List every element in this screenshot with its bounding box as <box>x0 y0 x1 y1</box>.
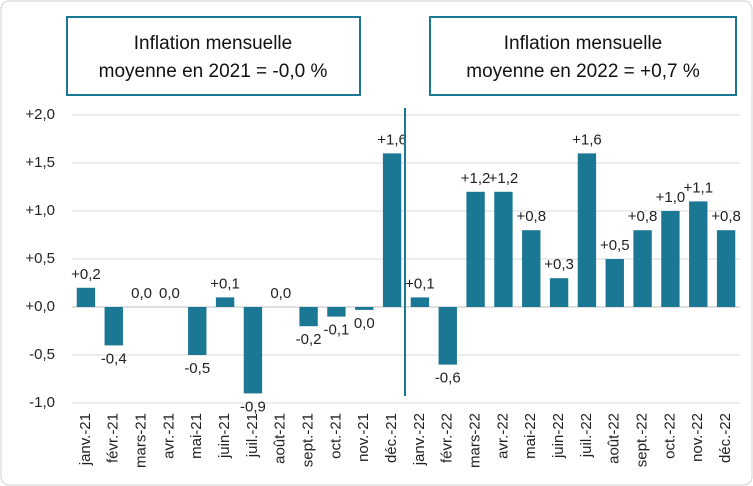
annotation: moyenne en 2022 = +0,7 % <box>466 61 700 82</box>
x-tick-label: févr.-21 <box>105 413 122 463</box>
bar <box>633 230 652 307</box>
x-tick-label: avr.-22 <box>494 413 511 459</box>
bar <box>438 307 457 365</box>
bar <box>243 307 263 394</box>
x-tick-label: juil.-22 <box>578 413 595 458</box>
data-label: 0,0 <box>354 315 375 332</box>
bar <box>466 191 485 307</box>
x-tick-label: sept.-22 <box>634 413 651 467</box>
data-label: +1,6 <box>377 131 407 148</box>
bar <box>410 297 430 307</box>
annotation: Inflation mensuelle <box>134 33 292 54</box>
x-tick-label: sept.-21 <box>300 413 317 467</box>
x-tick-label: mars-22 <box>467 413 484 468</box>
y-tick-label: +1,5 <box>25 154 55 171</box>
data-label: +0,3 <box>544 256 574 273</box>
data-label: 0,0 <box>131 285 152 302</box>
data-label: +1,2 <box>461 170 491 187</box>
bar <box>605 259 624 307</box>
data-label: 0,0 <box>270 285 291 302</box>
x-tick-label: juin-21 <box>216 413 233 459</box>
bar <box>215 297 235 307</box>
data-label: +0,2 <box>71 266 101 283</box>
data-label: +0,1 <box>210 275 240 292</box>
x-tick-label: mai-22 <box>522 413 539 459</box>
x-tick-label: oct.-21 <box>327 413 344 459</box>
x-tick-label: juin-22 <box>550 413 567 459</box>
data-label: +0,8 <box>711 208 741 225</box>
y-tick-label: +1,0 <box>25 202 55 219</box>
plot: -1,0 -0,5 +0,0 +0,5 +1,0 +1,5 +2,0 janv.-21 +0,2… <box>25 106 741 468</box>
x-tick-label: janv.-22 <box>411 413 428 466</box>
bar <box>716 230 736 307</box>
annotation: moyenne en 2021 = -0,0 % <box>99 61 328 82</box>
bar <box>577 153 597 307</box>
data-label: -0,4 <box>101 350 127 367</box>
x-tick-label: avr.-21 <box>160 413 177 459</box>
bar <box>522 230 541 307</box>
bar <box>382 153 402 307</box>
bar <box>76 287 96 307</box>
x-tick-label: nov.-22 <box>689 413 706 462</box>
y-tick-label: +0,0 <box>25 298 55 315</box>
annotation-box <box>66 16 361 96</box>
data-label: -0,5 <box>184 360 210 377</box>
x-tick-label: janv.-21 <box>77 413 94 466</box>
x-tick-label: juil.-21 <box>244 413 261 458</box>
annotation-box <box>429 16 737 96</box>
bar <box>494 191 513 307</box>
bar <box>327 307 346 317</box>
data-label: +0,8 <box>628 208 658 225</box>
x-tick-label: oct.-22 <box>661 413 678 459</box>
x-tick-label: févr.-22 <box>439 413 456 463</box>
x-tick-label: déc.-22 <box>717 413 734 463</box>
x-tick-label: déc.-21 <box>383 413 400 463</box>
data-label: +1,1 <box>683 179 713 196</box>
x-tick-label: nov.-21 <box>355 413 372 462</box>
data-label: +0,1 <box>405 275 435 292</box>
x-tick-label: août-22 <box>606 413 623 464</box>
data-label: -0,6 <box>435 370 461 387</box>
x-tick-label: mars-21 <box>133 413 150 468</box>
bar <box>689 201 708 307</box>
bar <box>549 278 569 307</box>
bar <box>299 307 318 327</box>
data-label: +1,0 <box>656 189 686 206</box>
data-label: -0,2 <box>296 331 322 348</box>
y-tick-label: +2,0 <box>25 106 55 123</box>
data-label: +0,8 <box>516 208 546 225</box>
bar <box>355 307 374 310</box>
bar <box>188 307 207 355</box>
bar <box>661 211 680 307</box>
bar <box>104 307 123 346</box>
annotation: Inflation mensuelle <box>504 33 662 54</box>
data-label: +1,2 <box>489 170 519 187</box>
x-tick-label: août-21 <box>272 413 289 464</box>
data-label: 0,0 <box>159 285 180 302</box>
x-tick-label: mai-21 <box>188 413 205 459</box>
y-tick-label: -0,5 <box>29 346 55 363</box>
data-label: -0,1 <box>323 322 349 339</box>
data-label: +0,5 <box>600 237 630 254</box>
y-tick-label: -1,0 <box>29 394 55 411</box>
data-label: -0,9 <box>240 398 266 415</box>
y-tick-label: +0,5 <box>25 250 55 267</box>
data-label: +1,6 <box>572 131 602 148</box>
